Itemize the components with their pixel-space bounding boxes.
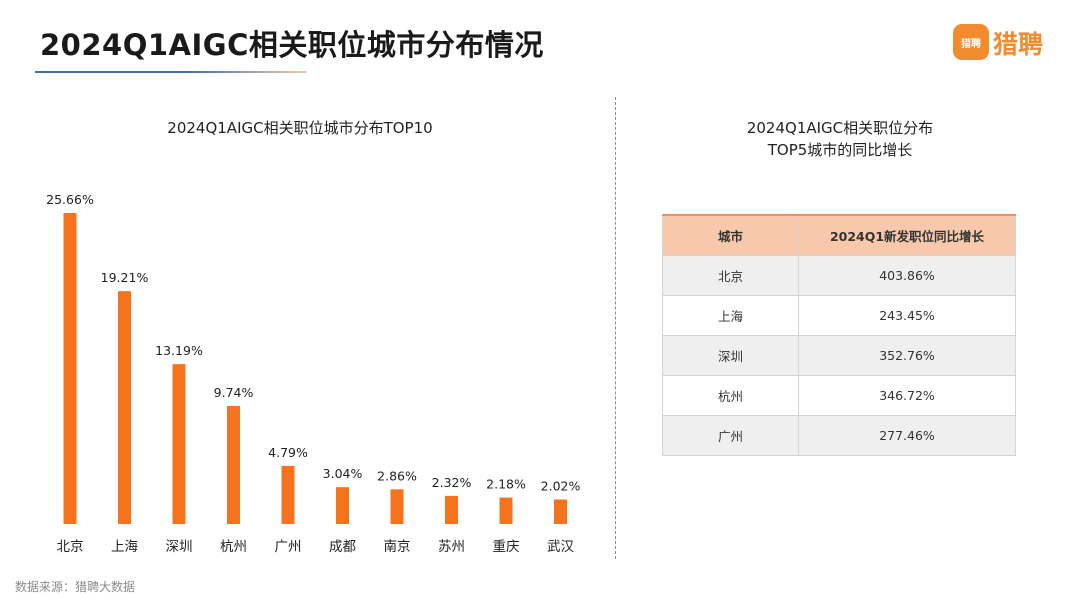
data-label: 3.04%	[323, 466, 363, 481]
bar-南京	[390, 489, 404, 524]
category-label: 成都	[329, 539, 356, 555]
logo-text: 猎聘	[993, 30, 1044, 59]
data-label: 25.66%	[46, 192, 94, 207]
data-label: 2.32%	[432, 475, 472, 490]
logo-badge-text: 猎聘	[961, 39, 981, 50]
table-cell-growth: 403.86%	[798, 254, 1016, 296]
table-header-city: 城市	[662, 214, 799, 256]
category-label: 广州	[275, 539, 302, 555]
data-label: 2.86%	[377, 468, 417, 483]
bar-苏州	[445, 495, 458, 524]
table-row: 深圳 352.76%	[662, 334, 1016, 376]
category-label: 杭州	[220, 539, 247, 555]
growth-table: 城市 2024Q1新发职位同比增长 北京 403.86% 上海 243.45% …	[662, 214, 1016, 456]
page-title: 2024Q1AIGC相关职位城市分布情况	[40, 28, 544, 62]
data-label: 4.79%	[268, 445, 308, 460]
category-label: 深圳	[166, 539, 193, 555]
table-header-row: 城市 2024Q1新发职位同比增长	[662, 214, 1016, 256]
category-label: 武汉	[547, 539, 575, 555]
bar-chart: 25.66% 北京 19.21% 上海 13.19% 深圳 9.74% 杭州 4.79% 广州 3.…	[46, 192, 581, 555]
table-row: 广州 277.46%	[662, 414, 1016, 456]
category-label: 苏州	[438, 539, 465, 555]
category-label: 南京	[384, 539, 411, 555]
bar-杭州	[227, 405, 240, 524]
table-row: 上海 243.45%	[662, 294, 1016, 336]
category-label: 上海	[111, 539, 138, 555]
data-label: 19.21%	[101, 270, 149, 285]
table-cell-growth: 277.46%	[798, 414, 1016, 456]
table-cell-growth: 243.45%	[798, 294, 1016, 336]
data-label: 2.02%	[541, 479, 581, 494]
table-cell-city: 北京	[662, 254, 799, 296]
table-cell-city: 深圳	[662, 334, 799, 376]
table-cell-city: 上海	[662, 294, 799, 336]
data-source: 数据来源：猎聘大数据	[15, 580, 136, 594]
data-label: 2.18%	[486, 477, 526, 492]
table-title-line2: TOP5城市的同比增长	[767, 141, 913, 159]
bar-重庆	[499, 497, 513, 524]
bar-广州	[281, 465, 295, 524]
bar-深圳	[172, 364, 186, 524]
table-header-growth: 2024Q1新发职位同比增长	[798, 214, 1016, 256]
category-label: 北京	[57, 539, 84, 555]
table-row: 北京 403.86%	[662, 254, 1016, 296]
title-underline	[35, 71, 307, 73]
dashed-divider	[615, 97, 616, 559]
table-cell-city: 杭州	[662, 374, 799, 416]
table-cell-growth: 346.72%	[798, 374, 1016, 416]
table-title-line1: 2024Q1AIGC相关职位分布	[746, 119, 934, 137]
data-label: 13.19%	[155, 343, 203, 358]
liepin-logo: 猎聘 猎聘	[953, 24, 1053, 62]
bar-成都	[336, 487, 349, 524]
bar-北京	[63, 213, 77, 524]
logo-badge-icon: 猎聘	[953, 24, 989, 60]
chart-title: 2024Q1AIGC相关职位城市分布TOP10	[167, 119, 433, 137]
table-cell-city: 广州	[662, 414, 799, 456]
table-cell-growth: 352.76%	[798, 334, 1016, 376]
bar-武汉	[554, 499, 567, 524]
category-label: 重庆	[493, 539, 520, 555]
data-label: 9.74%	[214, 385, 254, 400]
bar-上海	[118, 291, 131, 524]
table-title: 2024Q1AIGC相关职位分布 TOP5城市的同比增长	[664, 117, 1016, 161]
table-row: 杭州 346.72%	[662, 374, 1016, 416]
